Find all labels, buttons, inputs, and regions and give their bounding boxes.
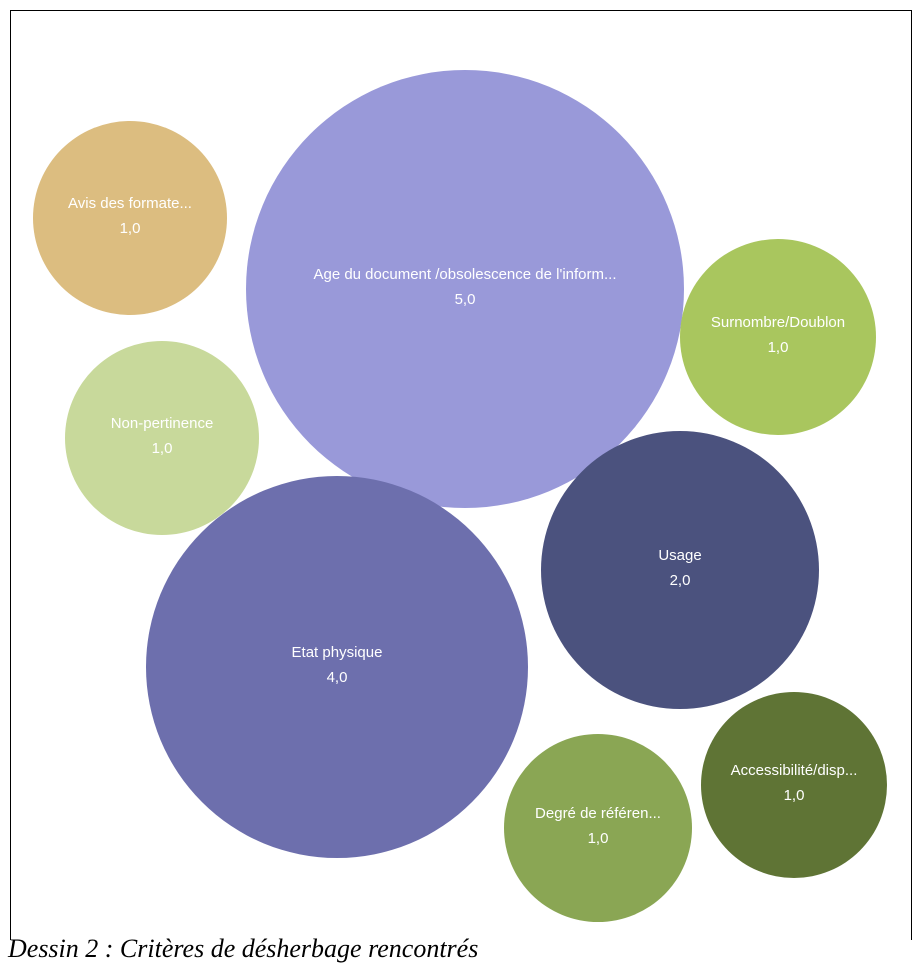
bubble-degre-de-referen xyxy=(504,734,692,922)
bubble-age-du-document-obsolescence-de-l-inform xyxy=(246,70,684,508)
figure-caption: Dessin 2 : Critères de désherbage rencon… xyxy=(8,934,479,963)
bubble-label-etat-physique: Etat physique xyxy=(292,644,383,661)
bubble-label-non-pertinence: Non-pertinence xyxy=(111,415,214,432)
bubble-value-avis-des-formate: 1,0 xyxy=(120,220,141,237)
bubble-value-surnombre-doublon: 1,0 xyxy=(768,339,789,356)
bubble-value-etat-physique: 4,0 xyxy=(327,669,348,686)
bubble-value-age-du-document-obsolescence-de-l-inform: 5,0 xyxy=(455,291,476,308)
bubble-value-non-pertinence: 1,0 xyxy=(152,440,173,457)
bubble-value-degre-de-referen: 1,0 xyxy=(588,830,609,847)
bubble-surnombre-doublon xyxy=(680,239,876,435)
bubble-usage xyxy=(541,431,819,709)
bubble-label-accessibilite-disp: Accessibilité/disp... xyxy=(731,762,858,779)
bubble-non-pertinence xyxy=(65,341,259,535)
bubble-label-surnombre-doublon: Surnombre/Doublon xyxy=(711,314,845,331)
bubble-accessibilite-disp xyxy=(701,692,887,878)
bubble-label-usage: Usage xyxy=(658,547,701,564)
bubble-etat-physique xyxy=(146,476,528,858)
bubble-value-accessibilite-disp: 1,0 xyxy=(784,787,805,804)
bubble-label-avis-des-formate: Avis des formate... xyxy=(68,195,192,212)
bubble-avis-des-formate xyxy=(33,121,227,315)
bubble-label-age-du-document-obsolescence-de-l-inform: Age du document /obsolescence de l'infor… xyxy=(313,266,616,283)
bubble-value-usage: 2,0 xyxy=(670,572,691,589)
bubble-label-degre-de-referen: Degré de référen... xyxy=(535,805,661,822)
